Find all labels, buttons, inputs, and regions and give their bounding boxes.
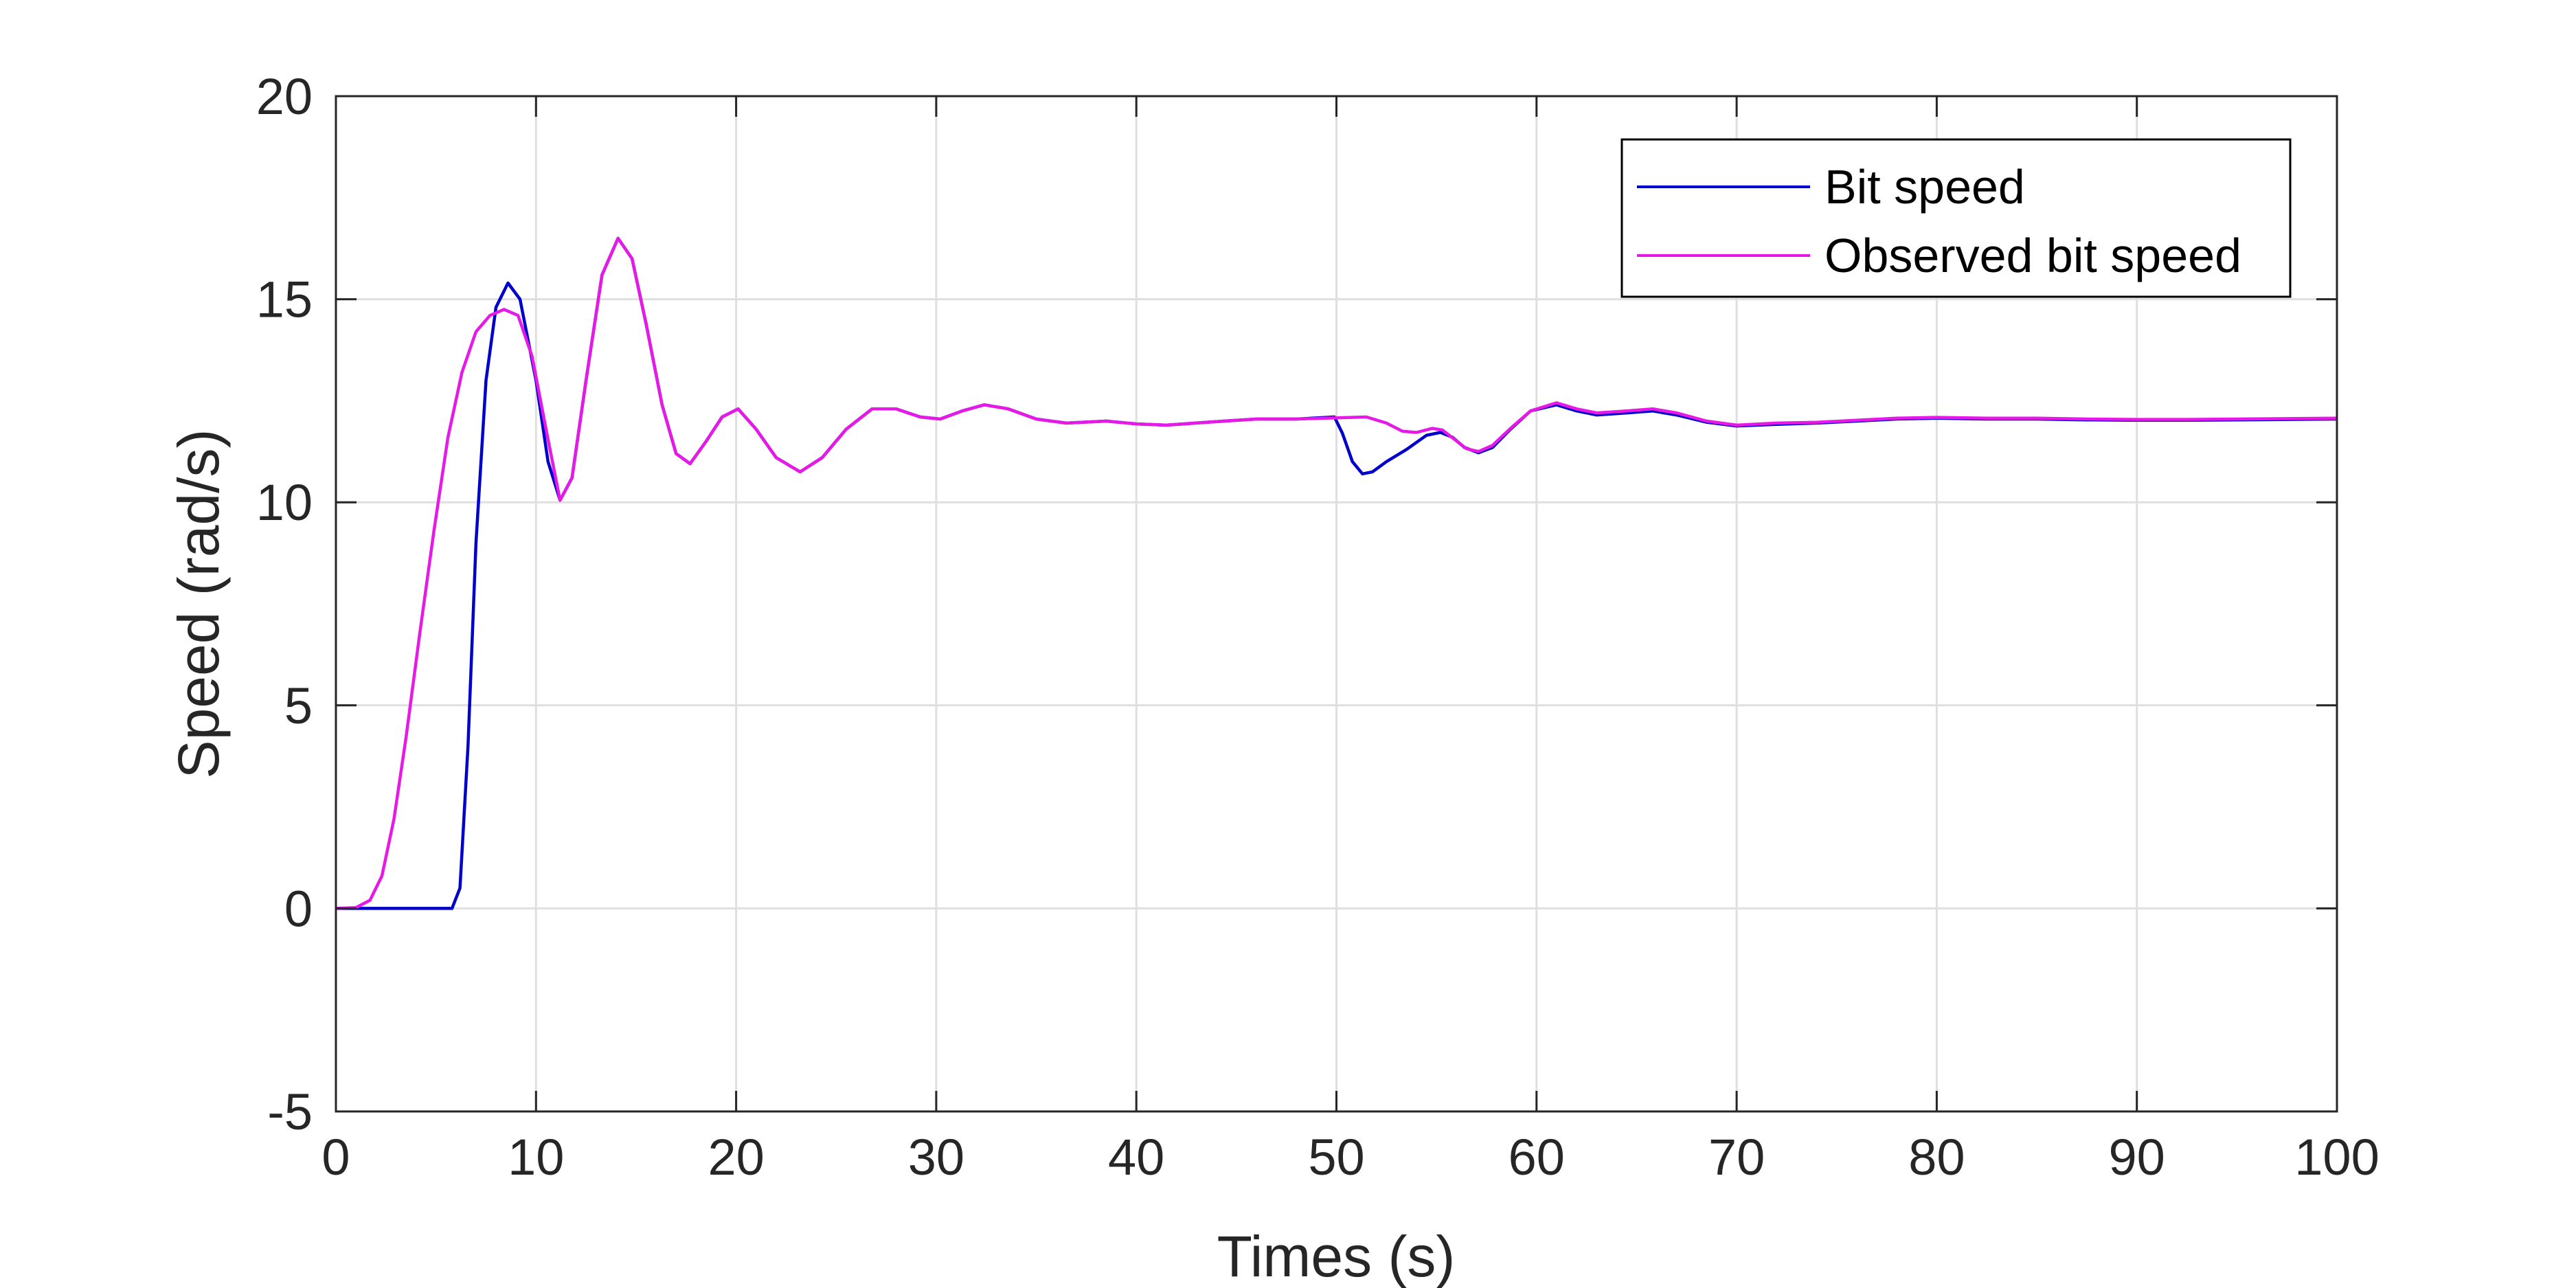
x-tick-label: 20 bbox=[708, 1129, 764, 1186]
x-tick-label: 50 bbox=[1308, 1129, 1364, 1186]
x-tick-label: 70 bbox=[1708, 1129, 1765, 1186]
legend-label-observed-bit-speed: Observed bit speed bbox=[1824, 229, 2241, 282]
x-tick-label: 90 bbox=[2109, 1129, 2165, 1186]
y-tick-label: 5 bbox=[284, 677, 313, 734]
x-tick-label: 100 bbox=[2294, 1129, 2379, 1186]
y-tick-label: 15 bbox=[256, 271, 313, 328]
y-axis-title: Speed (rad/s) bbox=[166, 429, 231, 779]
y-tick-label: 20 bbox=[256, 68, 313, 125]
y-tick-label: 0 bbox=[284, 880, 313, 937]
x-tick-label: 0 bbox=[321, 1129, 350, 1186]
y-tick-label: -5 bbox=[267, 1083, 313, 1140]
x-tick-label: 10 bbox=[508, 1129, 564, 1186]
ticks bbox=[335, 95, 2338, 1113]
x-tick-label: 60 bbox=[1509, 1129, 1565, 1186]
y-tick-label: 10 bbox=[256, 474, 313, 531]
series-layer bbox=[335, 236, 2338, 910]
legend: Bit speed Observed bit speed bbox=[1620, 138, 2292, 298]
x-tick-label: 40 bbox=[1108, 1129, 1164, 1186]
legend-label-bit-speed: Bit speed bbox=[1824, 160, 2025, 214]
x-tick-label: 30 bbox=[908, 1129, 964, 1186]
legend-box bbox=[1620, 138, 2292, 298]
series-line-observed-bit-speed bbox=[335, 236, 2338, 910]
x-tick-label: 80 bbox=[1908, 1129, 1965, 1186]
x-axis-title: Times (s) bbox=[1217, 1224, 1456, 1288]
